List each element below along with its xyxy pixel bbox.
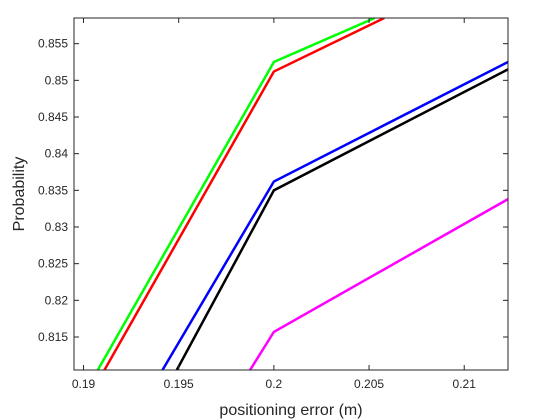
y-tick-label: 0.845 [38,110,68,124]
x-tick-label: 0.195 [164,377,194,391]
plot-area [74,18,508,370]
y-tick-label: 0.83 [45,220,69,234]
series-line-1 [96,18,376,370]
series-line-3 [161,60,508,370]
x-axis-ticks: 0.19 0.195 0.2 0.205 0.21 [72,18,476,391]
series-line-4 [175,68,508,370]
x-tick-label: 0.205 [354,377,384,391]
y-tick-label: 0.84 [45,147,69,161]
series-line-5 [249,198,508,370]
y-tick-label: 0.82 [45,293,69,307]
y-axis-ticks: 0.815 0.82 0.825 0.83 0.835 0.84 0.845 0.85 0.85… [38,37,508,344]
y-tick-label: 0.815 [38,330,68,344]
y-tick-label: 0.835 [38,183,68,197]
series-layer [96,18,508,370]
x-axis-title: positioning error (m) [219,402,362,419]
y-tick-label: 0.825 [38,257,68,271]
x-tick-label: 0.21 [453,377,477,391]
y-axis-title: Probability [11,157,28,232]
y-tick-label: 0.855 [38,37,68,51]
axes-box [73,17,509,371]
x-tick-label: 0.2 [266,377,283,391]
series-line-2 [103,18,385,370]
x-tick-label: 0.19 [72,377,96,391]
y-tick-label: 0.85 [45,73,69,87]
